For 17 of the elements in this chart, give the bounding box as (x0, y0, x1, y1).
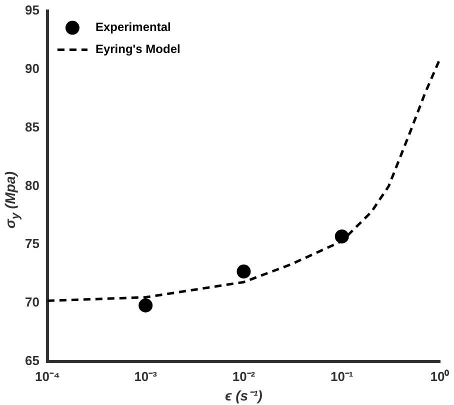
y-tick-label: 80 (24, 178, 40, 193)
x-tick-label: 10⁻³ (134, 368, 158, 384)
y-tick-label: 95 (24, 2, 40, 18)
x-tick-label: 10⁻⁴ (35, 368, 60, 384)
y-tick-label: 65 (24, 353, 40, 368)
point (138, 298, 153, 312)
y-tick-label: 75 (24, 236, 40, 252)
x-tick-label: 10⁻¹ (330, 368, 354, 384)
legend-label: Experimental (95, 20, 171, 34)
y-tick-label: 85 (24, 119, 40, 134)
x-axis-title: ϵ (s⁻¹) (225, 387, 263, 404)
point (236, 264, 251, 279)
x-tick-label: 10⁰ (430, 368, 450, 384)
legend-label: Eyring's Model (95, 42, 180, 56)
y-tick-label: 90 (24, 60, 40, 76)
x-tick-label: 10⁻² (232, 368, 256, 384)
y-tick-label: 70 (24, 294, 40, 310)
